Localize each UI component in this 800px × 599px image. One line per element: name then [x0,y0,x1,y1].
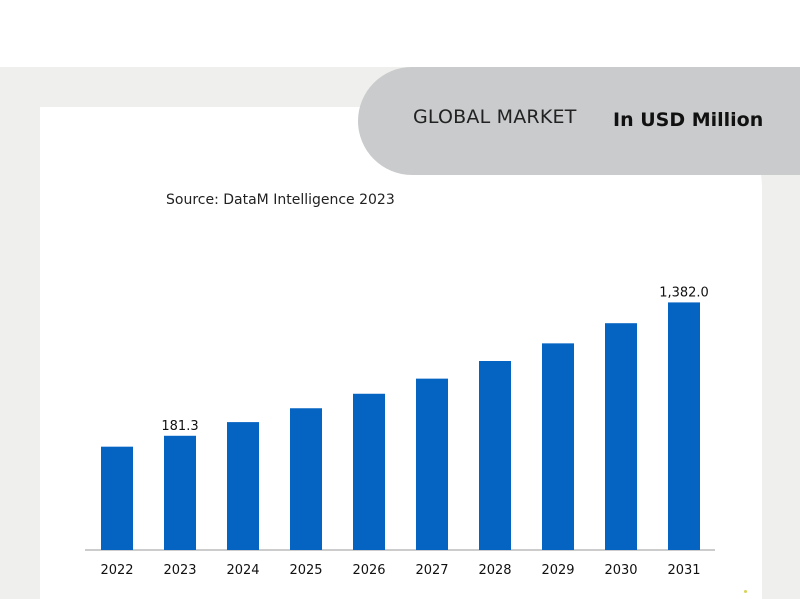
bar-2022 [101,446,133,550]
bar-2030 [605,323,637,550]
x-tick-label-2022: 2022 [100,563,133,578]
data-label-2031: 1,382.0 [659,285,709,300]
data-label-2023: 181.3 [161,419,198,434]
x-tick-label-2029: 2029 [541,563,574,578]
header-unit: In USD Million [613,109,764,131]
bar-2029 [542,343,574,550]
bar-2028 [479,361,511,550]
x-tick-label-2025: 2025 [289,563,322,578]
bar-2031 [668,302,700,550]
header-tab [358,67,800,175]
x-tick-label-2024: 2024 [226,563,259,578]
header-title: GLOBAL MARKET [413,106,577,128]
chart-card [40,107,762,599]
decorative-dot [744,590,747,593]
x-tick-label-2030: 2030 [604,563,637,578]
bar-2023 [164,435,196,550]
x-tick-label-2028: 2028 [478,563,511,578]
bar-2024 [227,422,259,550]
x-tick-label-2031: 2031 [667,563,700,578]
x-tick-label-2026: 2026 [352,563,385,578]
bar-2025 [290,408,322,550]
source-note: Source: DataM Intelligence 2023 [166,192,395,208]
bar-2026 [353,393,385,550]
bar-2027 [416,378,448,550]
x-tick-label-2023: 2023 [163,563,196,578]
x-tick-label-2027: 2027 [415,563,448,578]
